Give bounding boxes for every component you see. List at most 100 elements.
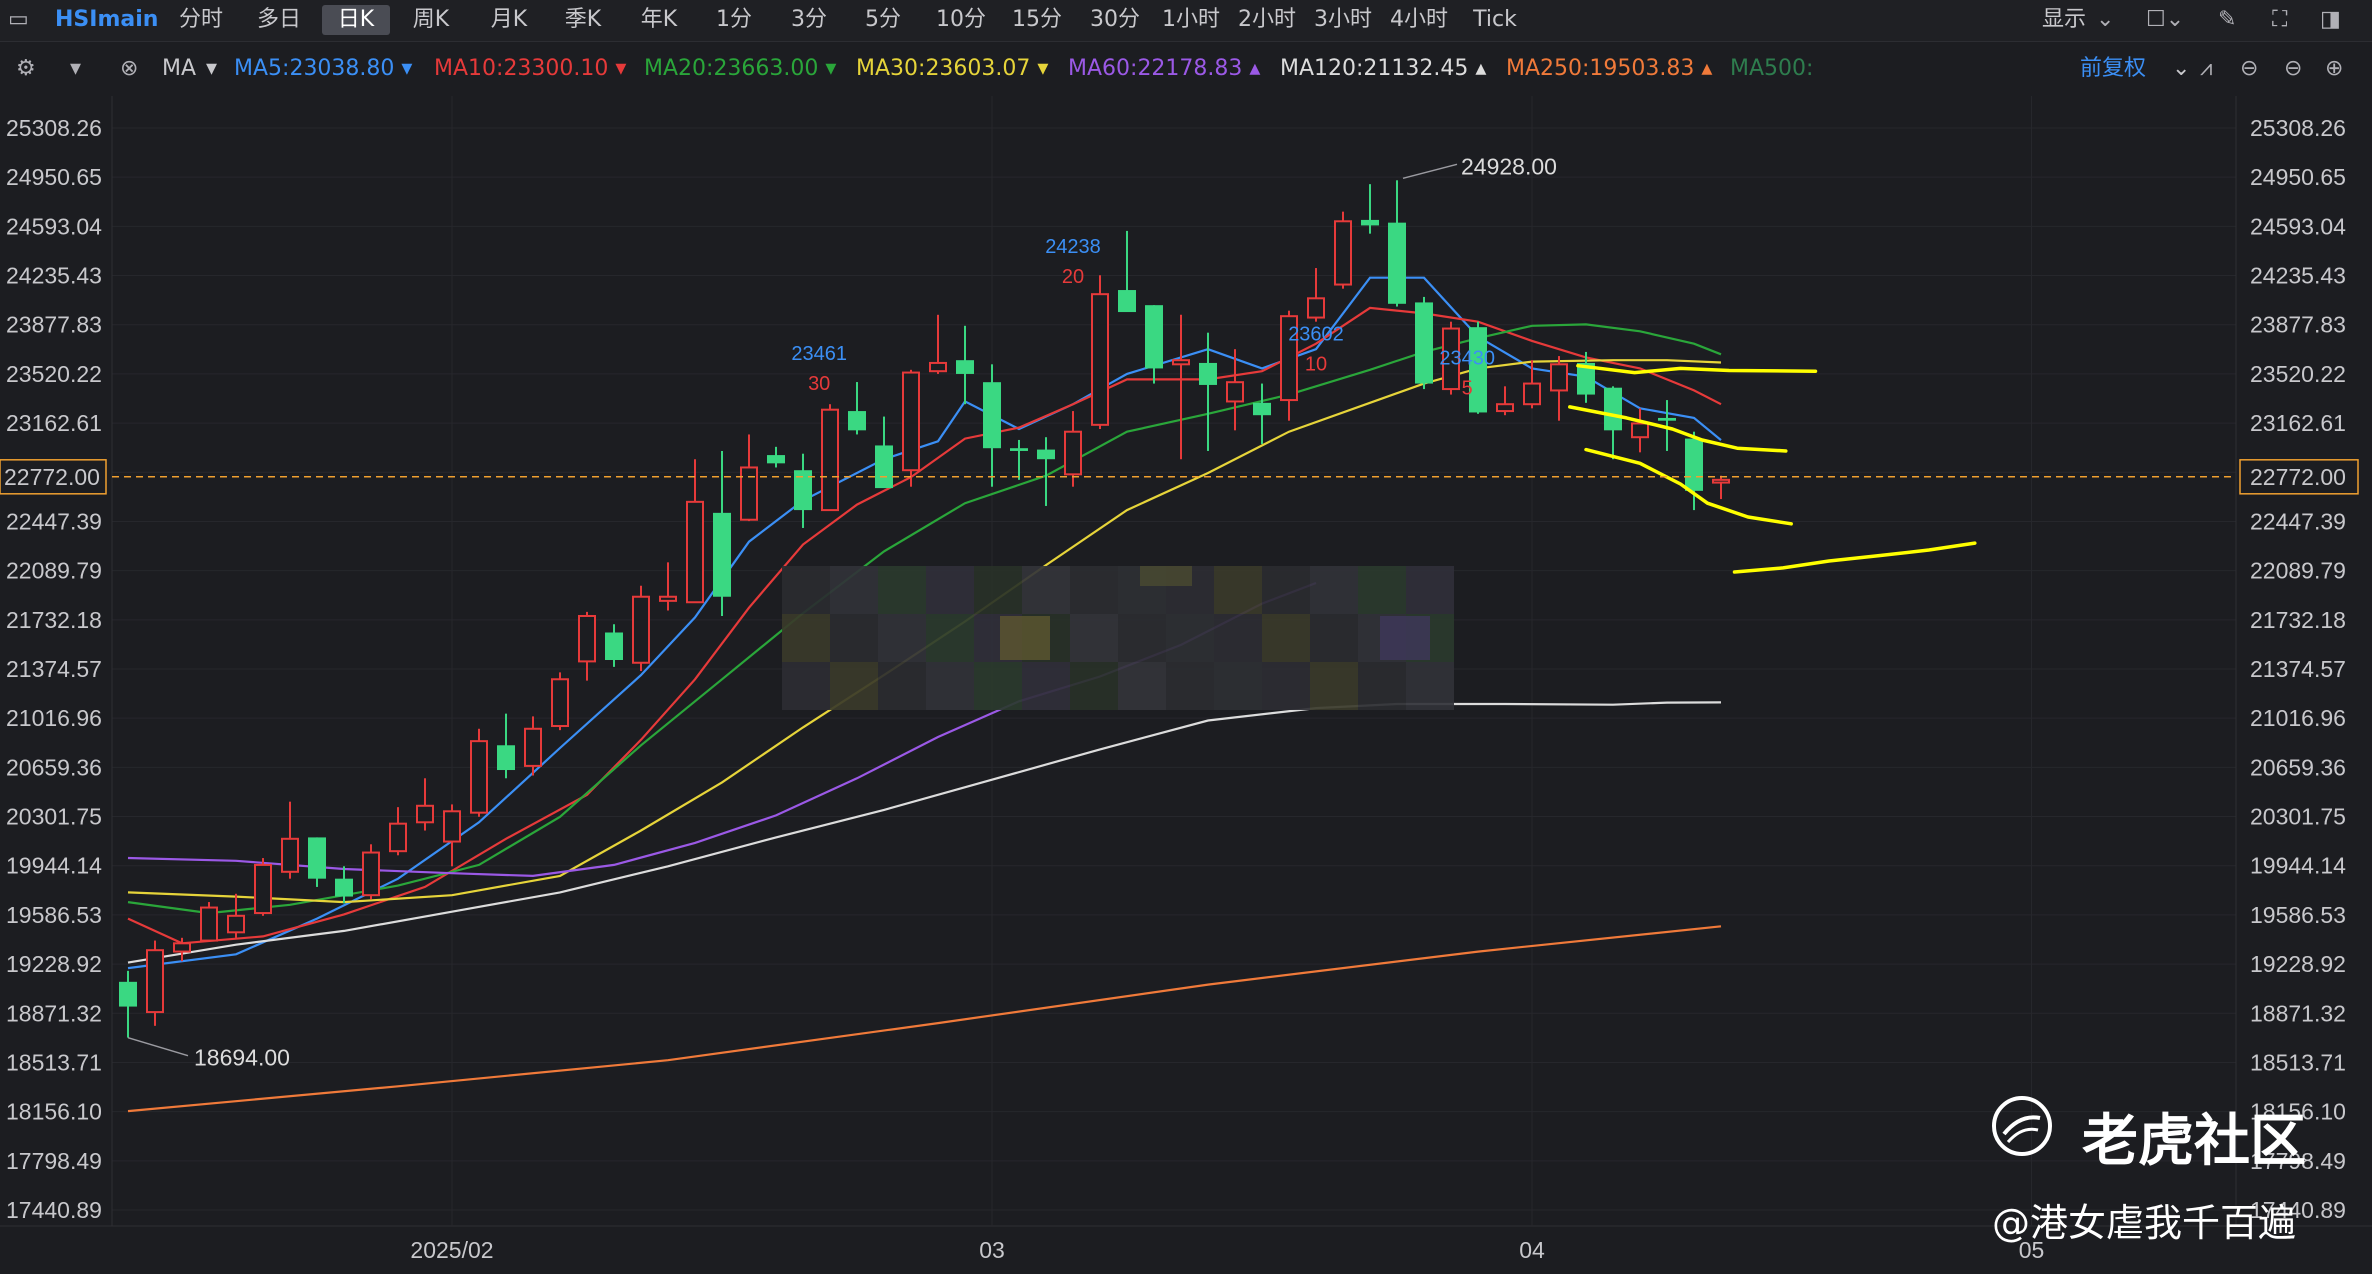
timeframe-tab[interactable]: 年K (640, 7, 678, 32)
high-leader-line (1402, 163, 1458, 180)
watermark-brand: 老虎社区 (2082, 1109, 2306, 1174)
high-label: 24928.00 (1461, 153, 1557, 179)
ma-indicator-value[interactable]: MA250:19503.83 ▴ (1506, 56, 1713, 81)
ma-indicator-value[interactable]: MA500: (1730, 56, 1814, 81)
display-menu[interactable]: 显示 (2041, 7, 2086, 32)
redaction-tile (1000, 616, 1050, 660)
candle-down (794, 470, 812, 511)
peak-value-label: 23602 (1288, 324, 1344, 346)
timeframe-tab[interactable]: 周K (412, 7, 450, 32)
adjust-mode-selector[interactable]: 前复权 (2080, 56, 2147, 81)
candle-up (686, 500, 704, 604)
y-tick-label-left: 23877.83 (6, 312, 102, 338)
candle-up (1631, 422, 1649, 439)
candlestick-chart[interactable]: 23461 30 24238 20 23602 10 23430 5 24928.00 18694… (0, 96, 2372, 1274)
close-icon[interactable]: ⊗ (120, 56, 139, 81)
low-label: 18694.00 (194, 1045, 290, 1071)
timeframe-tab[interactable]: 1分 (716, 7, 752, 32)
y-tick-label-right: 22447.39 (2250, 508, 2346, 534)
redaction-tile (1380, 616, 1430, 660)
redaction-tile (1262, 566, 1310, 614)
timeframe-tab[interactable]: 月K (490, 7, 528, 32)
candle-up (389, 822, 407, 853)
timeframe-tab[interactable]: 3分 (791, 7, 827, 32)
zoom-out-icon[interactable]: ⊖ (2240, 56, 2259, 81)
collapse-icon[interactable]: ▾ (70, 56, 82, 81)
timeframe-tab[interactable]: 15分 (1012, 7, 1062, 32)
chevron-down-icon[interactable]: ⌄ (2096, 7, 2115, 32)
y-tick-label-right: 21016.96 (2250, 705, 2346, 731)
y-tick-label-left: 18513.71 (6, 1049, 102, 1075)
y-tick-label-left: 24950.65 (6, 164, 102, 190)
settings-gear-icon[interactable]: ⚙ (16, 56, 36, 81)
ma-line-ma5 (127, 276, 1722, 970)
chevron-down-icon[interactable]: ▾ (206, 56, 218, 81)
ma-indicator-value[interactable]: MA10:23300.10 ▾ (434, 56, 627, 81)
redaction-tile (1070, 662, 1118, 710)
timeframe-tab[interactable]: 多日 (256, 7, 301, 32)
symbol-label[interactable]: HSImain (55, 7, 159, 32)
redaction-tile (1310, 614, 1358, 662)
timeframe-tab[interactable]: Tick (1473, 7, 1517, 32)
candle-up (200, 906, 218, 942)
candle-up (1334, 220, 1352, 286)
y-tick-label-right: 17440.89 (2250, 1197, 2346, 1223)
candle-down (1577, 362, 1595, 395)
candle-down (713, 512, 731, 597)
low-leader-line (127, 1036, 189, 1057)
timeframe-tab[interactable]: 5分 (865, 7, 901, 32)
y-tick-label-left: 19944.14 (6, 853, 102, 879)
candle-down (875, 445, 893, 489)
timeframe-tab[interactable]: 日K (322, 5, 390, 35)
candle-down (1388, 222, 1406, 304)
redaction-tile (926, 662, 974, 710)
ma-indicator-value[interactable]: MA120:21132.45 ▴ (1280, 56, 1487, 81)
sidebar-toggle-icon[interactable]: ▭ (8, 7, 29, 32)
candles (119, 180, 1730, 1038)
peak-count-label: 5 (1462, 377, 1473, 399)
y-tick-label-right: 18513.71 (2250, 1049, 2346, 1075)
current-price-box-right (2239, 459, 2359, 495)
redaction-tile (1310, 566, 1358, 614)
timeframe-tab[interactable]: 4小时 (1390, 7, 1448, 32)
y-tick-label-left: 19228.92 (6, 951, 102, 977)
timeframe-tab[interactable]: 10分 (936, 7, 986, 32)
grid-lines (0, 96, 2372, 1227)
ma-indicator-value[interactable]: MA5:23038.80 ▾ (234, 56, 413, 81)
y-tick-label-right: 23520.22 (2250, 361, 2346, 387)
chevron-down-icon[interactable]: ⌄ (2172, 56, 2191, 81)
peak-value-label: 24238 (1045, 236, 1101, 258)
y-tick-label-left: 18871.32 (6, 1000, 102, 1026)
redaction-tile (1118, 662, 1166, 710)
y-tick-label-left: 21016.96 (6, 705, 102, 731)
ma-indicator-value[interactable]: MA20:23663.00 ▾ (644, 56, 837, 81)
candle-down (1469, 327, 1487, 413)
candle-down (119, 981, 137, 1007)
timeframe-tab[interactable]: 分时 (178, 7, 223, 32)
timeframe-tab[interactable]: 30分 (1090, 7, 1140, 32)
ma-indicator-value[interactable]: MA60:22178.83 ▴ (1068, 56, 1261, 81)
ma-indicator-value[interactable]: MA30:23603.07 ▾ (856, 56, 1049, 81)
annotation-stroke (1568, 405, 1788, 453)
panel-icon[interactable]: ◨ (2320, 7, 2341, 32)
timeframe-tab[interactable]: 季K (564, 7, 602, 32)
draw-pen-icon[interactable]: ✎ (2218, 7, 2237, 32)
y-tick-label-left: 24593.04 (6, 213, 102, 239)
x-axis: 2025/02 03 04 05 (410, 1237, 2044, 1263)
candle-down (605, 632, 623, 661)
timeframe-tab[interactable]: 2小时 (1238, 7, 1296, 32)
layout-icon[interactable]: ☐⌄ (2146, 7, 2185, 32)
timeframe-tab[interactable]: 1小时 (1162, 7, 1220, 32)
zoom-minus-icon[interactable]: ⊖ (2284, 56, 2303, 81)
ma-line-ma30 (127, 359, 1722, 904)
y-tick-label-right: 24593.04 (2250, 213, 2346, 239)
indicator-chart-icon[interactable]: ⩘ (2200, 56, 2213, 81)
timeframe-tab[interactable]: 3小时 (1314, 7, 1372, 32)
candle-down (1658, 417, 1676, 421)
zoom-in-icon[interactable]: ⊕ (2325, 56, 2344, 81)
peak-value-label: 23461 (791, 343, 847, 365)
fullscreen-icon[interactable]: ⛶ (2272, 7, 2288, 32)
redaction-tile (926, 566, 974, 614)
ma-type-selector[interactable]: MA (162, 56, 197, 81)
candle-up (1550, 363, 1568, 392)
